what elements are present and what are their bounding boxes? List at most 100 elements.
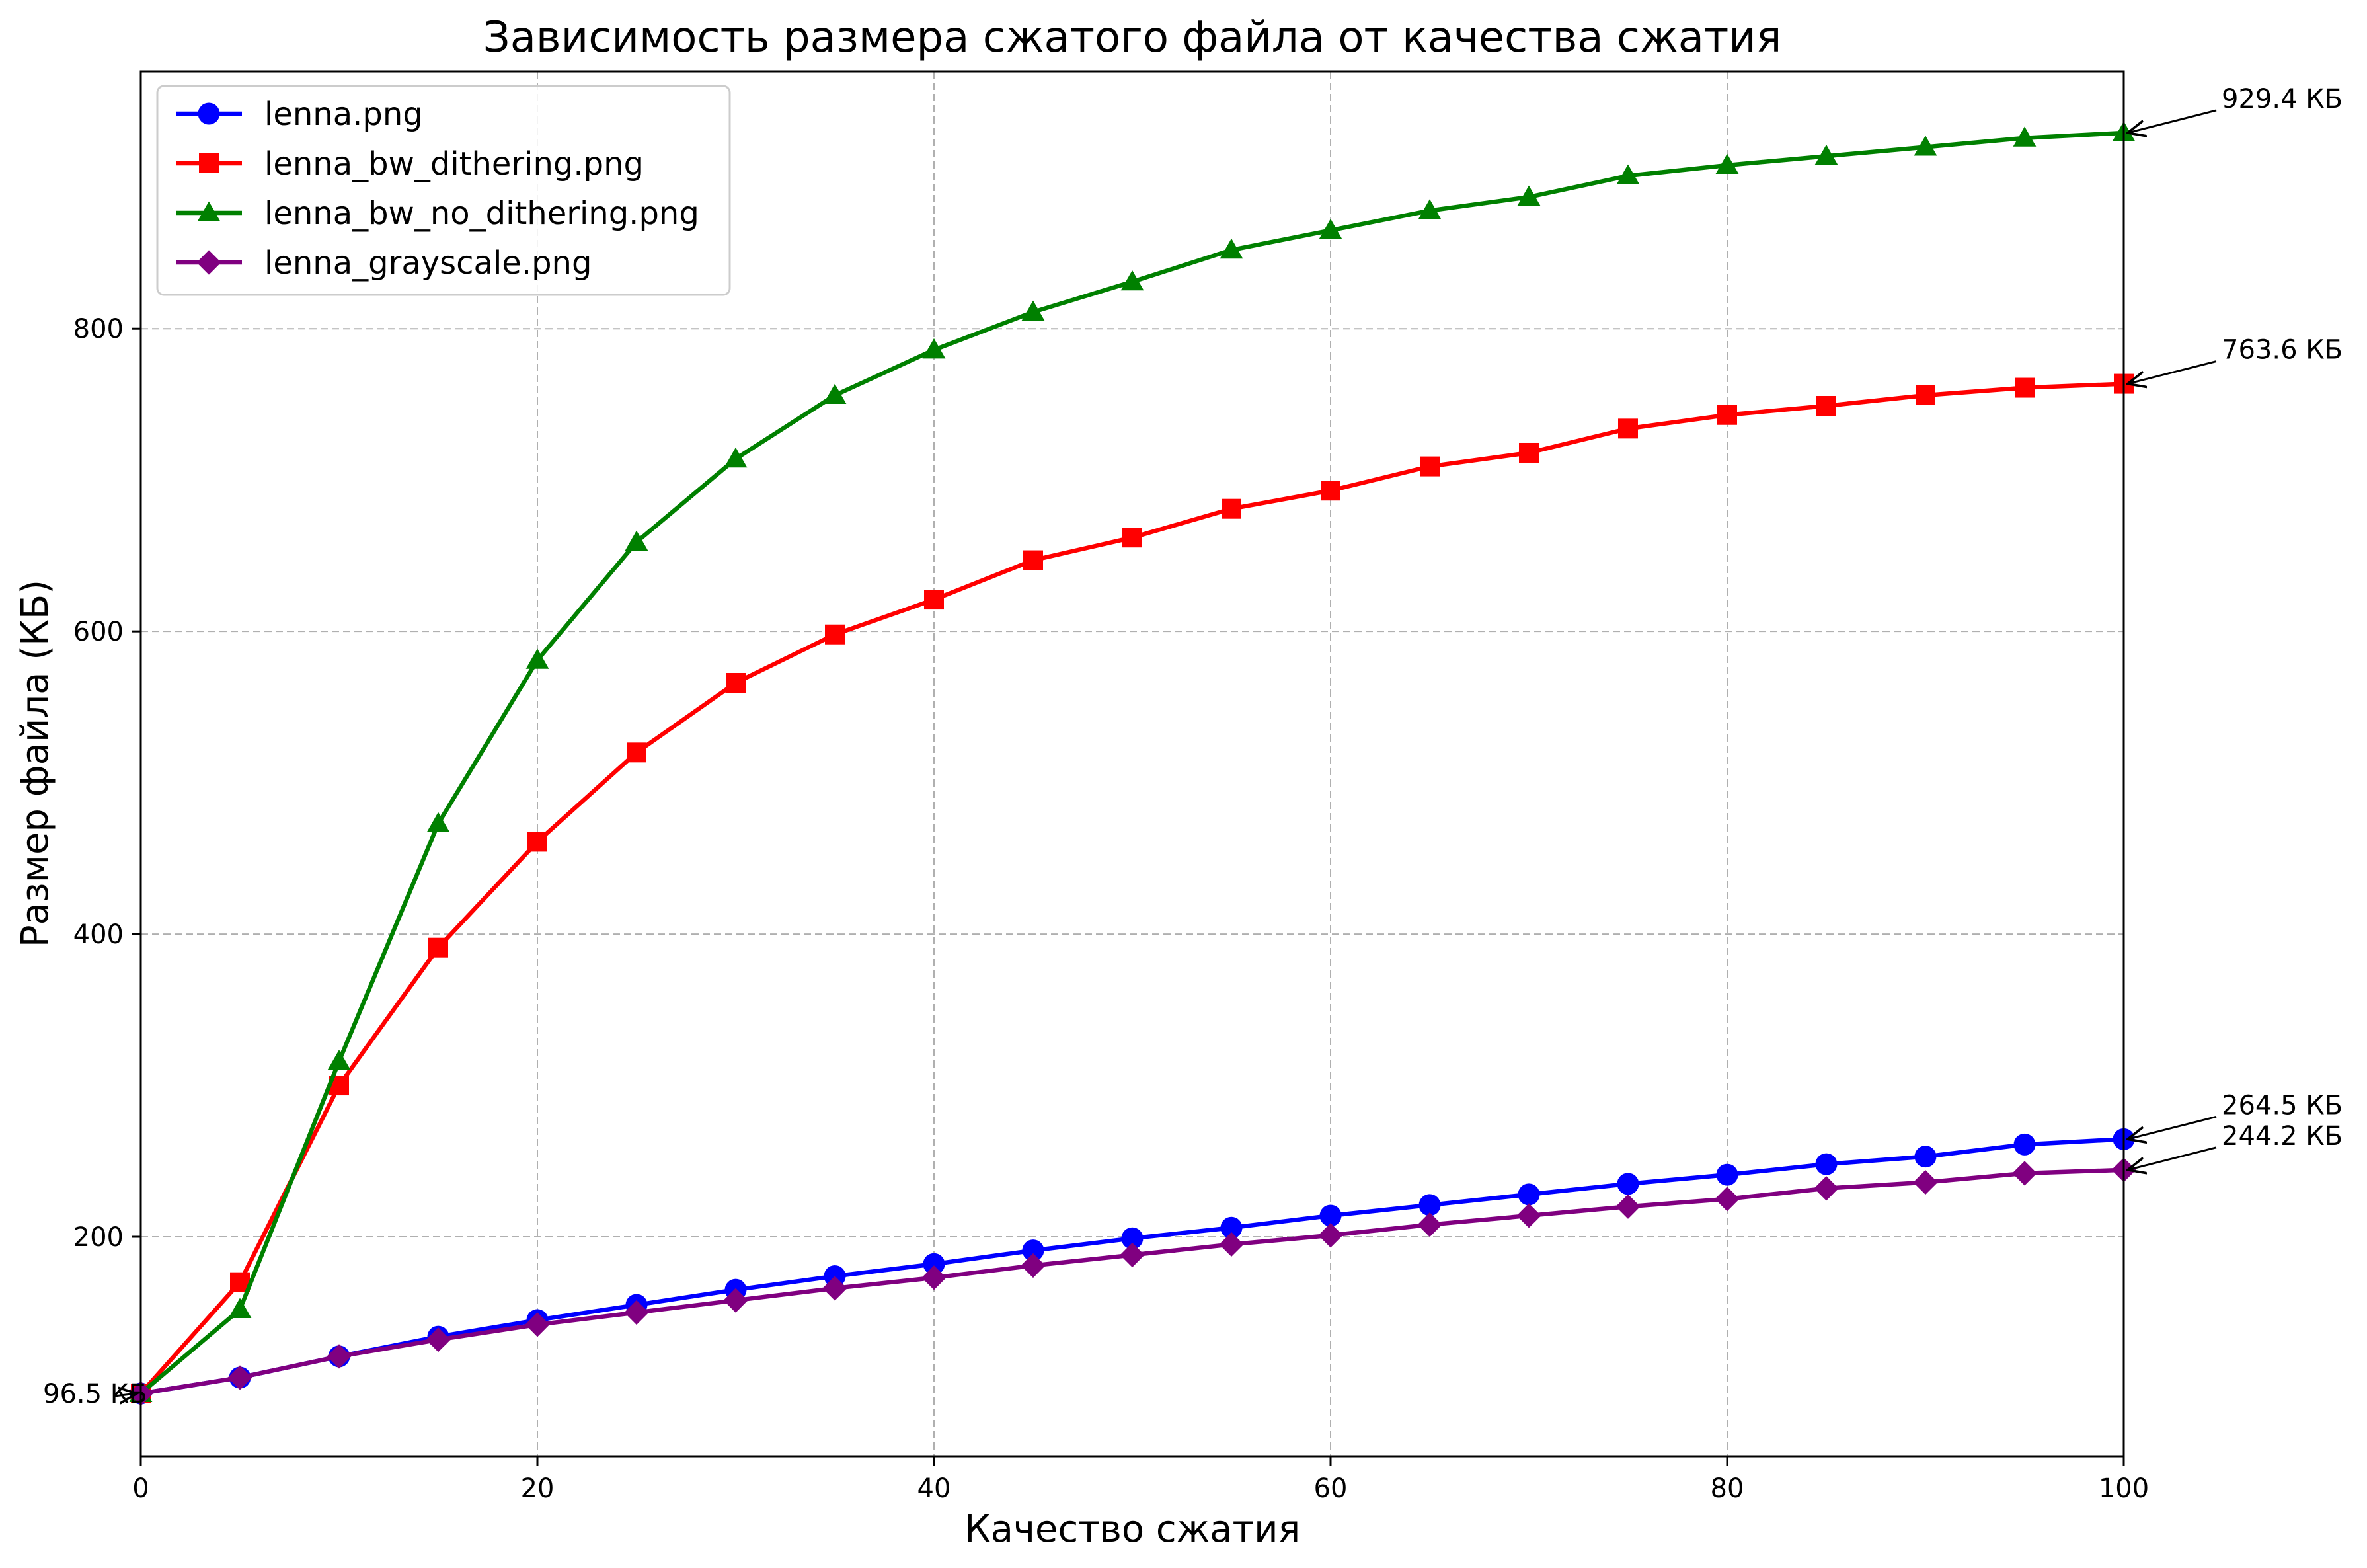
data-point — [1120, 270, 1144, 291]
data-point — [525, 648, 549, 669]
annotation-arrow — [2128, 1115, 2217, 1139]
data-point — [1219, 1232, 1244, 1257]
data-point — [1517, 185, 1541, 206]
data-point — [1814, 1176, 1839, 1201]
legend-label: lenna_bw_dithering.png — [264, 145, 644, 182]
data-point — [825, 624, 845, 645]
annotation-arrow — [2128, 109, 2217, 133]
x-tick-label: 20 — [521, 1473, 555, 1504]
data-point — [1914, 136, 1937, 156]
data-point — [724, 447, 748, 468]
data-point — [923, 1253, 945, 1275]
annotation: 96.5 КБ — [43, 1379, 147, 1409]
axes: 0 20 40 60 80 100 200 400 600 800 — [73, 314, 2150, 1504]
data-point — [1615, 1194, 1641, 1219]
legend-item: lenna.png — [176, 96, 423, 133]
annotation-arrow — [2128, 360, 2217, 384]
data-point — [525, 1312, 550, 1337]
data-point — [1220, 238, 1243, 259]
data-point — [426, 812, 450, 832]
legend-marker — [198, 102, 220, 125]
y-tick-label: 400 — [73, 920, 124, 950]
data-point — [1913, 1169, 1938, 1195]
plot-frame — [139, 70, 2125, 1458]
data-point — [921, 1265, 947, 1290]
annotation-label: 244.2 КБ — [2222, 1121, 2343, 1152]
data-point — [1420, 456, 1440, 477]
data-point — [627, 742, 646, 763]
data-point — [1319, 1204, 1342, 1227]
data-point — [1815, 1153, 1838, 1175]
data-point — [1516, 1203, 1541, 1228]
annotation-label: 929.4 КБ — [2222, 84, 2343, 114]
data-point — [1616, 164, 1640, 185]
data-point — [2012, 1161, 2037, 1186]
data-point — [327, 1050, 351, 1070]
data-point — [625, 530, 648, 551]
legend-label: lenna_grayscale.png — [264, 245, 592, 282]
data-point — [1418, 1194, 1441, 1216]
data-point — [1318, 1223, 1343, 1248]
series-lenna-grayscale-png — [128, 1157, 2136, 1406]
legend-marker — [196, 250, 221, 275]
data-point — [723, 1288, 748, 1313]
data-point — [1319, 219, 1342, 239]
legend-marker — [199, 153, 219, 173]
data-point — [228, 1298, 252, 1318]
data-point — [2013, 1133, 2036, 1156]
annotation: 763.6 КБ — [2128, 335, 2343, 384]
legend-item: lenna_bw_no_dithering.png — [176, 195, 699, 232]
data-point — [1519, 442, 1539, 463]
data-point — [527, 832, 547, 852]
data-point — [1222, 498, 1241, 519]
data-point — [327, 1344, 352, 1369]
data-point — [1715, 153, 1739, 175]
legend: lenna.png lenna_bw_dithering.png lenna_bw_… — [156, 85, 731, 296]
y-tick-label: 800 — [73, 314, 124, 344]
data-point — [924, 590, 944, 610]
data-point — [1022, 1239, 1044, 1262]
annotation-arrow — [2128, 1146, 2217, 1170]
legend-item: lenna_bw_dithering.png — [176, 145, 644, 182]
series-group — [128, 121, 2136, 1406]
legend-marker — [197, 201, 221, 222]
legend-box — [156, 85, 731, 296]
x-tick-label: 80 — [1711, 1473, 1744, 1504]
data-point — [1418, 199, 1442, 219]
data-point — [1618, 418, 1638, 439]
y-axis-label: Размер файла (КБ) — [14, 580, 57, 947]
data-point — [227, 1365, 252, 1390]
annotation-label: 96.5 КБ — [43, 1379, 147, 1409]
data-point — [1021, 300, 1045, 321]
data-point — [426, 1327, 451, 1352]
data-point — [1716, 1163, 1738, 1186]
y-tick-label: 200 — [73, 1222, 124, 1253]
data-point — [1814, 144, 1838, 165]
data-point — [1121, 1227, 1144, 1249]
annotation-label: 264.5 КБ — [2222, 1090, 2343, 1120]
data-point — [1617, 1173, 1639, 1195]
data-point — [1021, 1253, 1046, 1278]
x-tick-label: 100 — [2099, 1473, 2149, 1504]
data-point — [1816, 396, 1836, 416]
x-tick-label: 0 — [132, 1473, 149, 1504]
data-point — [823, 383, 847, 405]
data-point — [2015, 377, 2035, 398]
data-point — [1220, 1216, 1243, 1239]
data-point — [624, 1300, 649, 1325]
data-point — [1321, 481, 1340, 501]
data-point — [1023, 550, 1043, 570]
legend-item: lenna_grayscale.png — [176, 245, 592, 282]
x-tick-label: 40 — [917, 1473, 951, 1504]
legend-label: lenna_bw_no_dithering.png — [264, 195, 699, 232]
y-tick-label: 600 — [73, 617, 124, 647]
data-point — [1122, 528, 1142, 548]
data-point — [1518, 1183, 1540, 1206]
data-point — [922, 338, 946, 359]
chart-title: Зависимость размера сжатого файла от кач… — [483, 13, 1782, 62]
data-point — [822, 1276, 847, 1301]
data-point — [1916, 385, 1935, 405]
x-tick-label: 60 — [1314, 1473, 1348, 1504]
annotation: 244.2 КБ — [2128, 1121, 2343, 1170]
